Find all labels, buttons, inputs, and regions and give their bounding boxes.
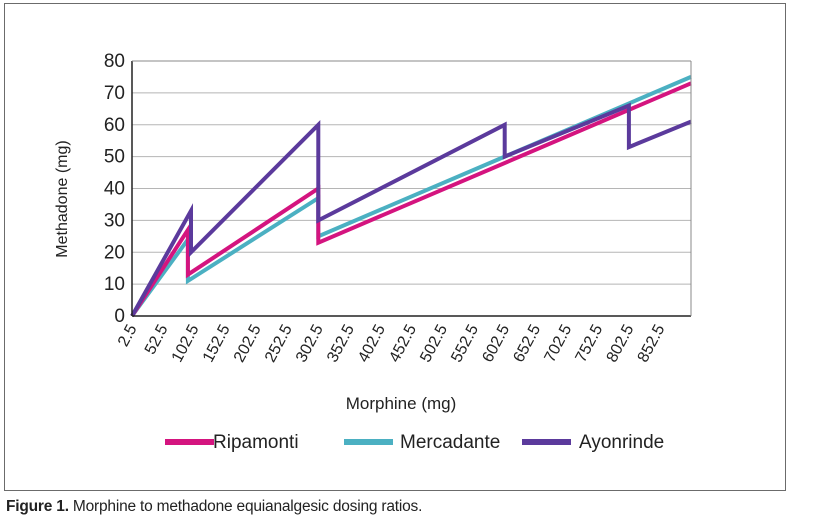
legend-label-ayonrinde: Ayonrinde (579, 432, 664, 453)
y-tick-label: 80 (104, 51, 125, 72)
y-tick-labels: 0 10 20 30 40 50 60 70 80 (104, 51, 125, 327)
caption-text: Morphine to methadone equianalgesic dosi… (68, 498, 423, 515)
figure-frame: 0 10 20 30 40 50 60 70 80 2.5 52.5 102.5 152.5 202.5… (4, 3, 786, 491)
x-tick-label: 52.5 (142, 322, 172, 358)
x-tick-label: 202.5 (231, 322, 265, 365)
x-tick-label: 402.5 (355, 322, 389, 365)
caption-label: Figure 1. (6, 498, 69, 515)
y-tick-label: 40 (104, 179, 125, 200)
x-tick-label: 702.5 (541, 322, 575, 365)
series-line-ripamonti (130, 81, 692, 318)
y-tick-label: 50 (104, 147, 125, 168)
legend-label-mercadante: Mercadante (400, 432, 500, 453)
x-tick-label: 752.5 (573, 322, 607, 365)
x-tick-label: 152.5 (200, 322, 234, 365)
x-tick-labels: 2.5 52.5102.5152.5202.5252.5302.5352.5402… (115, 322, 668, 365)
series-lines (130, 75, 692, 318)
x-axis-label: Morphine (mg) (346, 394, 457, 413)
legend: Ripamonti Mercadante Ayonrinde (165, 432, 664, 453)
axes (131, 60, 692, 317)
x-tick-label: 252.5 (262, 322, 296, 365)
x-tick-label: 502.5 (417, 322, 451, 365)
y-tick-label: 20 (104, 242, 125, 263)
y-tick-label: 10 (104, 274, 125, 295)
y-axis-label: Methadone (mg) (54, 140, 71, 257)
y-tick-label: 0 (114, 306, 125, 327)
series-line-ayonrinde (130, 102, 692, 317)
x-tick-label: 452.5 (386, 322, 420, 365)
y-tick-label: 60 (104, 115, 125, 136)
x-tick-label: 852.5 (635, 322, 669, 365)
figure-caption: Figure 1. Morphine to methadone equianal… (6, 498, 422, 516)
y-tick-label: 70 (104, 83, 125, 104)
x-tick-label: 352.5 (324, 322, 358, 365)
x-tick-label: 802.5 (604, 322, 638, 365)
x-tick-label: 302.5 (293, 322, 327, 365)
legend-label-ripamonti: Ripamonti (213, 432, 299, 453)
x-tick-label: 102.5 (169, 322, 203, 365)
x-tick-label: 552.5 (448, 322, 482, 365)
x-tick-label: 652.5 (510, 322, 544, 365)
y-tick-label: 30 (104, 210, 125, 231)
x-tick-label: 602.5 (479, 322, 513, 365)
